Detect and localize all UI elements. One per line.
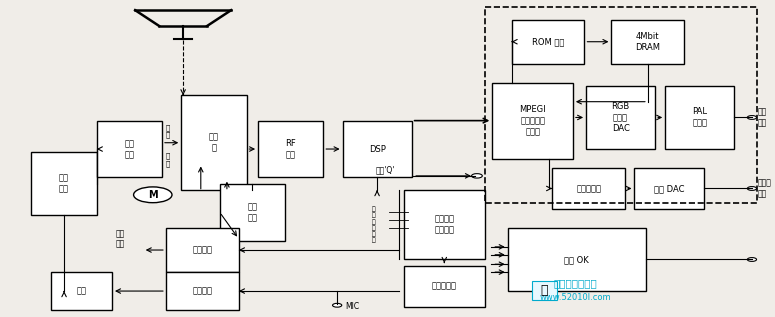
Text: www.52010l.com: www.52010l.com — [539, 293, 611, 302]
Text: M: M — [148, 190, 157, 200]
Text: ROM 选用: ROM 选用 — [532, 37, 564, 46]
FancyBboxPatch shape — [219, 184, 285, 241]
FancyBboxPatch shape — [181, 95, 246, 190]
Text: 驱动: 驱动 — [77, 287, 86, 295]
Circle shape — [747, 187, 756, 191]
Circle shape — [133, 187, 172, 203]
Text: 主轴
电机: 主轴 电机 — [124, 139, 134, 159]
Text: 📖: 📖 — [541, 284, 548, 297]
Text: 串
行
数
据
总
线: 串 行 数 据 总 线 — [372, 207, 376, 243]
FancyBboxPatch shape — [532, 281, 556, 300]
Text: 聚
焦: 聚 焦 — [165, 153, 170, 167]
FancyBboxPatch shape — [166, 272, 239, 310]
Text: 装盘
机构: 装盘 机构 — [59, 174, 69, 194]
Text: 子码'Q': 子码'Q' — [376, 166, 395, 175]
FancyBboxPatch shape — [512, 20, 584, 64]
FancyBboxPatch shape — [586, 86, 655, 149]
FancyBboxPatch shape — [553, 168, 625, 209]
Text: 音频 DAC: 音频 DAC — [654, 184, 684, 193]
Text: 家电维修资料网: 家电维修资料网 — [553, 278, 598, 288]
Text: 光头
伺服: 光头 伺服 — [247, 202, 257, 222]
FancyBboxPatch shape — [343, 121, 412, 178]
Text: 4Mbit
DRAM: 4Mbit DRAM — [636, 32, 660, 52]
Text: 数字滤波器: 数字滤波器 — [576, 184, 601, 193]
Text: 复合
视频: 复合 视频 — [758, 107, 767, 127]
FancyBboxPatch shape — [97, 121, 162, 178]
FancyBboxPatch shape — [611, 20, 684, 64]
FancyBboxPatch shape — [508, 228, 646, 291]
FancyBboxPatch shape — [32, 152, 97, 215]
Text: 系统控制
微处理器: 系统控制 微处理器 — [434, 215, 454, 235]
Circle shape — [747, 116, 756, 120]
FancyBboxPatch shape — [258, 121, 323, 178]
Text: 卡拉 OK: 卡拉 OK — [564, 255, 589, 264]
Text: 主轴伺服: 主轴伺服 — [192, 287, 212, 295]
FancyBboxPatch shape — [665, 86, 734, 149]
FancyBboxPatch shape — [404, 266, 484, 307]
Text: 进给
电机: 进给 电机 — [115, 229, 124, 249]
Text: MIC: MIC — [345, 302, 359, 311]
Text: 立体声
音频: 立体声 音频 — [758, 178, 772, 198]
Text: 前面板电路: 前面板电路 — [432, 282, 456, 291]
Text: DSP: DSP — [369, 145, 385, 153]
Circle shape — [471, 174, 482, 178]
Text: RGB
三通道
DAC: RGB 三通道 DAC — [611, 102, 630, 133]
Text: MPEGI
视频和音频
解码器: MPEGI 视频和音频 解码器 — [519, 105, 546, 136]
Text: 循
迹: 循 迹 — [165, 124, 170, 139]
Circle shape — [332, 303, 342, 307]
Text: 进给驱动: 进给驱动 — [192, 246, 212, 255]
FancyBboxPatch shape — [635, 168, 704, 209]
Circle shape — [747, 258, 756, 262]
Text: PAL
编码器: PAL 编码器 — [692, 107, 708, 127]
FancyBboxPatch shape — [50, 272, 112, 310]
Text: RF
放大: RF 放大 — [285, 139, 296, 159]
FancyBboxPatch shape — [492, 83, 573, 158]
FancyBboxPatch shape — [166, 228, 239, 272]
Text: 水光
耦: 水光 耦 — [208, 133, 219, 153]
FancyBboxPatch shape — [404, 190, 484, 260]
